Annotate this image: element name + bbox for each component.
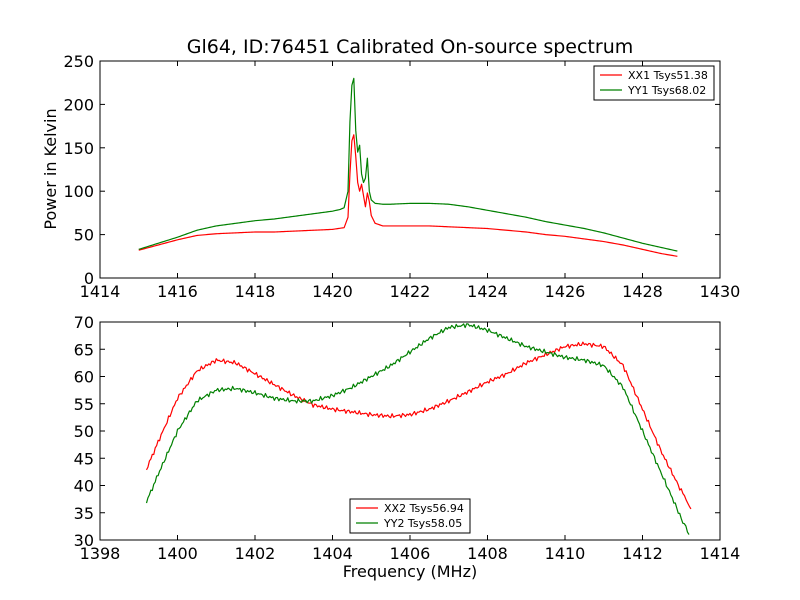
x-tick-label: 1414 (700, 544, 741, 563)
x-tick-label: 1422 (390, 282, 431, 301)
series-line-xx1 (138, 134, 678, 257)
y-tick-label: 200 (63, 95, 94, 114)
x-tick-label: 1420 (312, 282, 353, 301)
x-tick-label: 1426 (545, 282, 586, 301)
x-tick-label: 1414 (80, 282, 121, 301)
y-tick-label: 60 (74, 368, 94, 387)
y-tick-label: 50 (74, 226, 94, 245)
series-line-xx2 (145, 341, 692, 510)
x-tick-label: 1418 (235, 282, 276, 301)
y-tick-label: 30 (74, 531, 94, 550)
x-axis-label: Frequency (MHz) (343, 562, 477, 581)
legend-entry: XX1 Tsys51.38 (628, 69, 708, 82)
x-tick-label: 1400 (157, 544, 198, 563)
y-tick-label: 35 (74, 504, 94, 523)
y-tick-label: 55 (74, 395, 94, 414)
y-tick-label: 70 (74, 313, 94, 332)
y-tick-label: 150 (63, 139, 94, 158)
y-tick-label: 250 (63, 52, 94, 71)
y-axis-label: Power in Kelvin (41, 108, 60, 229)
x-tick-label: 1404 (312, 544, 353, 563)
legend-entry: XX2 Tsys56.94 (384, 502, 464, 515)
x-tick-label: 1408 (467, 544, 508, 563)
x-tick-label: 1412 (622, 544, 663, 563)
y-tick-label: 0 (84, 269, 94, 288)
x-tick-label: 1398 (80, 544, 121, 563)
y-tick-label: 65 (74, 340, 94, 359)
series-line-yy2 (145, 323, 690, 535)
y-tick-label: 40 (74, 477, 94, 496)
x-tick-label: 1430 (700, 282, 741, 301)
legend-box (593, 65, 715, 101)
x-tick-label: 1406 (390, 544, 431, 563)
y-tick-label: 100 (63, 182, 94, 201)
y-tick-label: 50 (74, 422, 94, 441)
series-line-yy1 (138, 77, 678, 252)
bottom-panel: 1398 1400 1402 1404 1406 1408 1410 1412 1414 30 35… (74, 313, 741, 563)
x-tick-label: 1402 (235, 544, 276, 563)
y-tick-label: 45 (74, 449, 94, 468)
x-tick-label: 1428 (622, 282, 663, 301)
x-tick-label: 1424 (467, 282, 508, 301)
legend-entry: YY1 Tsys68.02 (627, 84, 706, 97)
chart-title: Gl64, ID:76451 Calibrated On-source spec… (187, 36, 634, 58)
top-panel: 1414 1416 1418 1420 1422 1424 1426 1428 1430 0 50 1… (63, 52, 740, 301)
x-tick-label: 1416 (157, 282, 198, 301)
legend-box (349, 498, 471, 534)
legend-entry: YY2 Tsys58.05 (383, 517, 462, 530)
x-tick-label: 1410 (545, 544, 586, 563)
